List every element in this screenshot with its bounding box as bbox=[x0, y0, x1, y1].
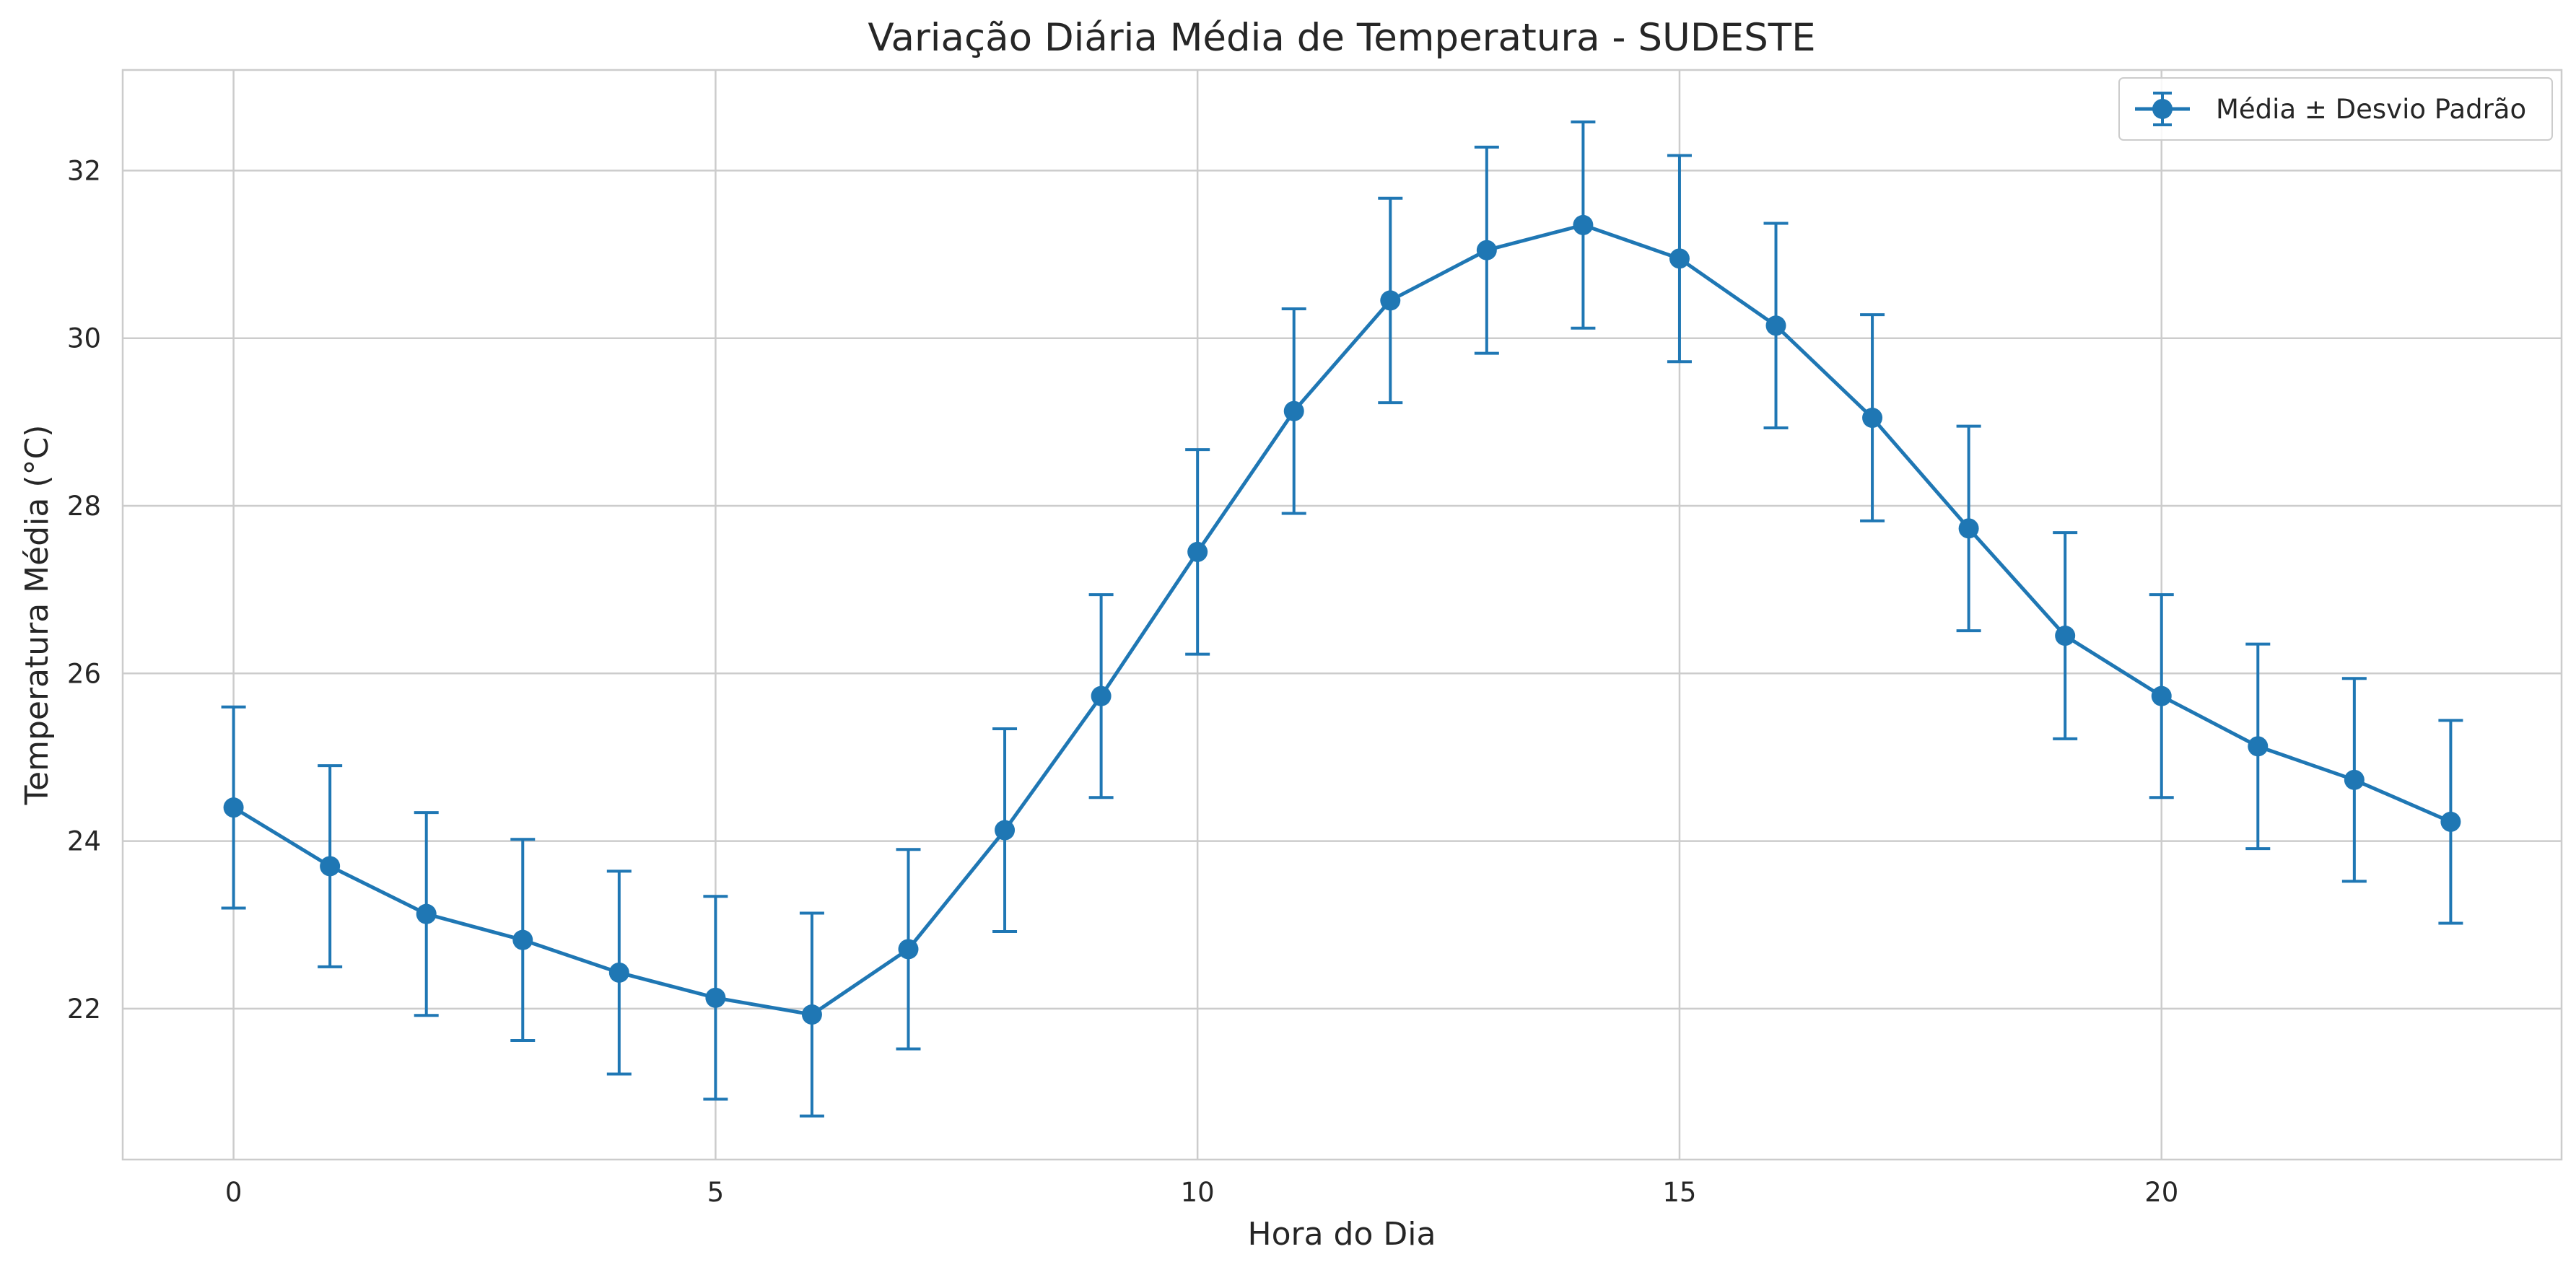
plot-background bbox=[121, 69, 2563, 1161]
x-tick-label: 20 bbox=[2144, 1177, 2178, 1208]
data-point bbox=[1573, 214, 1594, 235]
data-point bbox=[995, 820, 1016, 841]
data-point bbox=[1476, 240, 1497, 260]
data-point bbox=[2344, 769, 2365, 790]
data-point bbox=[1958, 518, 1979, 539]
data-point bbox=[2151, 685, 2172, 706]
tick-labels: 0 5 10 15 20 22 24 26 28 30 32 bbox=[67, 155, 2178, 1208]
data-point bbox=[2055, 626, 2076, 647]
data-point bbox=[1091, 685, 1112, 706]
x-tick-label: 10 bbox=[1181, 1177, 1215, 1208]
data-point bbox=[320, 856, 341, 877]
data-point bbox=[1283, 400, 1304, 421]
data-point bbox=[801, 1004, 822, 1025]
legend-marker bbox=[2135, 92, 2190, 126]
data-point bbox=[2248, 736, 2269, 757]
x-tick-label: 5 bbox=[707, 1177, 725, 1208]
data-point bbox=[1380, 290, 1401, 311]
data-point bbox=[898, 939, 919, 960]
series-layer bbox=[221, 121, 2463, 1118]
data-point bbox=[416, 903, 437, 924]
y-tick-label: 30 bbox=[67, 323, 101, 354]
y-tick-label: 28 bbox=[67, 491, 101, 522]
y-tick-label: 32 bbox=[67, 155, 101, 186]
series-mean bbox=[221, 121, 2463, 1118]
data-point bbox=[512, 929, 533, 950]
legend: Média ± Desvio Padrão bbox=[2118, 77, 2553, 141]
legend-frame bbox=[2118, 77, 2553, 141]
legend-label: Média ± Desvio Padrão bbox=[2216, 94, 2526, 125]
data-point bbox=[2440, 811, 2461, 832]
data-point bbox=[608, 962, 629, 983]
x-tick-label: 15 bbox=[1662, 1177, 1696, 1208]
data-point bbox=[1669, 248, 1690, 269]
data-point bbox=[705, 987, 726, 1008]
y-tick-label: 22 bbox=[67, 994, 101, 1025]
y-tick-label: 26 bbox=[67, 658, 101, 689]
data-point bbox=[223, 797, 244, 818]
series-line bbox=[232, 223, 2452, 1017]
data-point bbox=[1862, 408, 1883, 429]
y-tick-label: 24 bbox=[67, 826, 101, 857]
data-point bbox=[1765, 315, 1786, 336]
x-tick-label: 0 bbox=[225, 1177, 243, 1208]
y-axis-label: Temperatura Média (°C) bbox=[19, 425, 56, 806]
chart-title: Variação Diária Média de Temperatura - S… bbox=[868, 16, 1815, 60]
data-point bbox=[1187, 541, 1208, 562]
x-axis-label: Hora do Dia bbox=[1248, 1216, 1436, 1253]
